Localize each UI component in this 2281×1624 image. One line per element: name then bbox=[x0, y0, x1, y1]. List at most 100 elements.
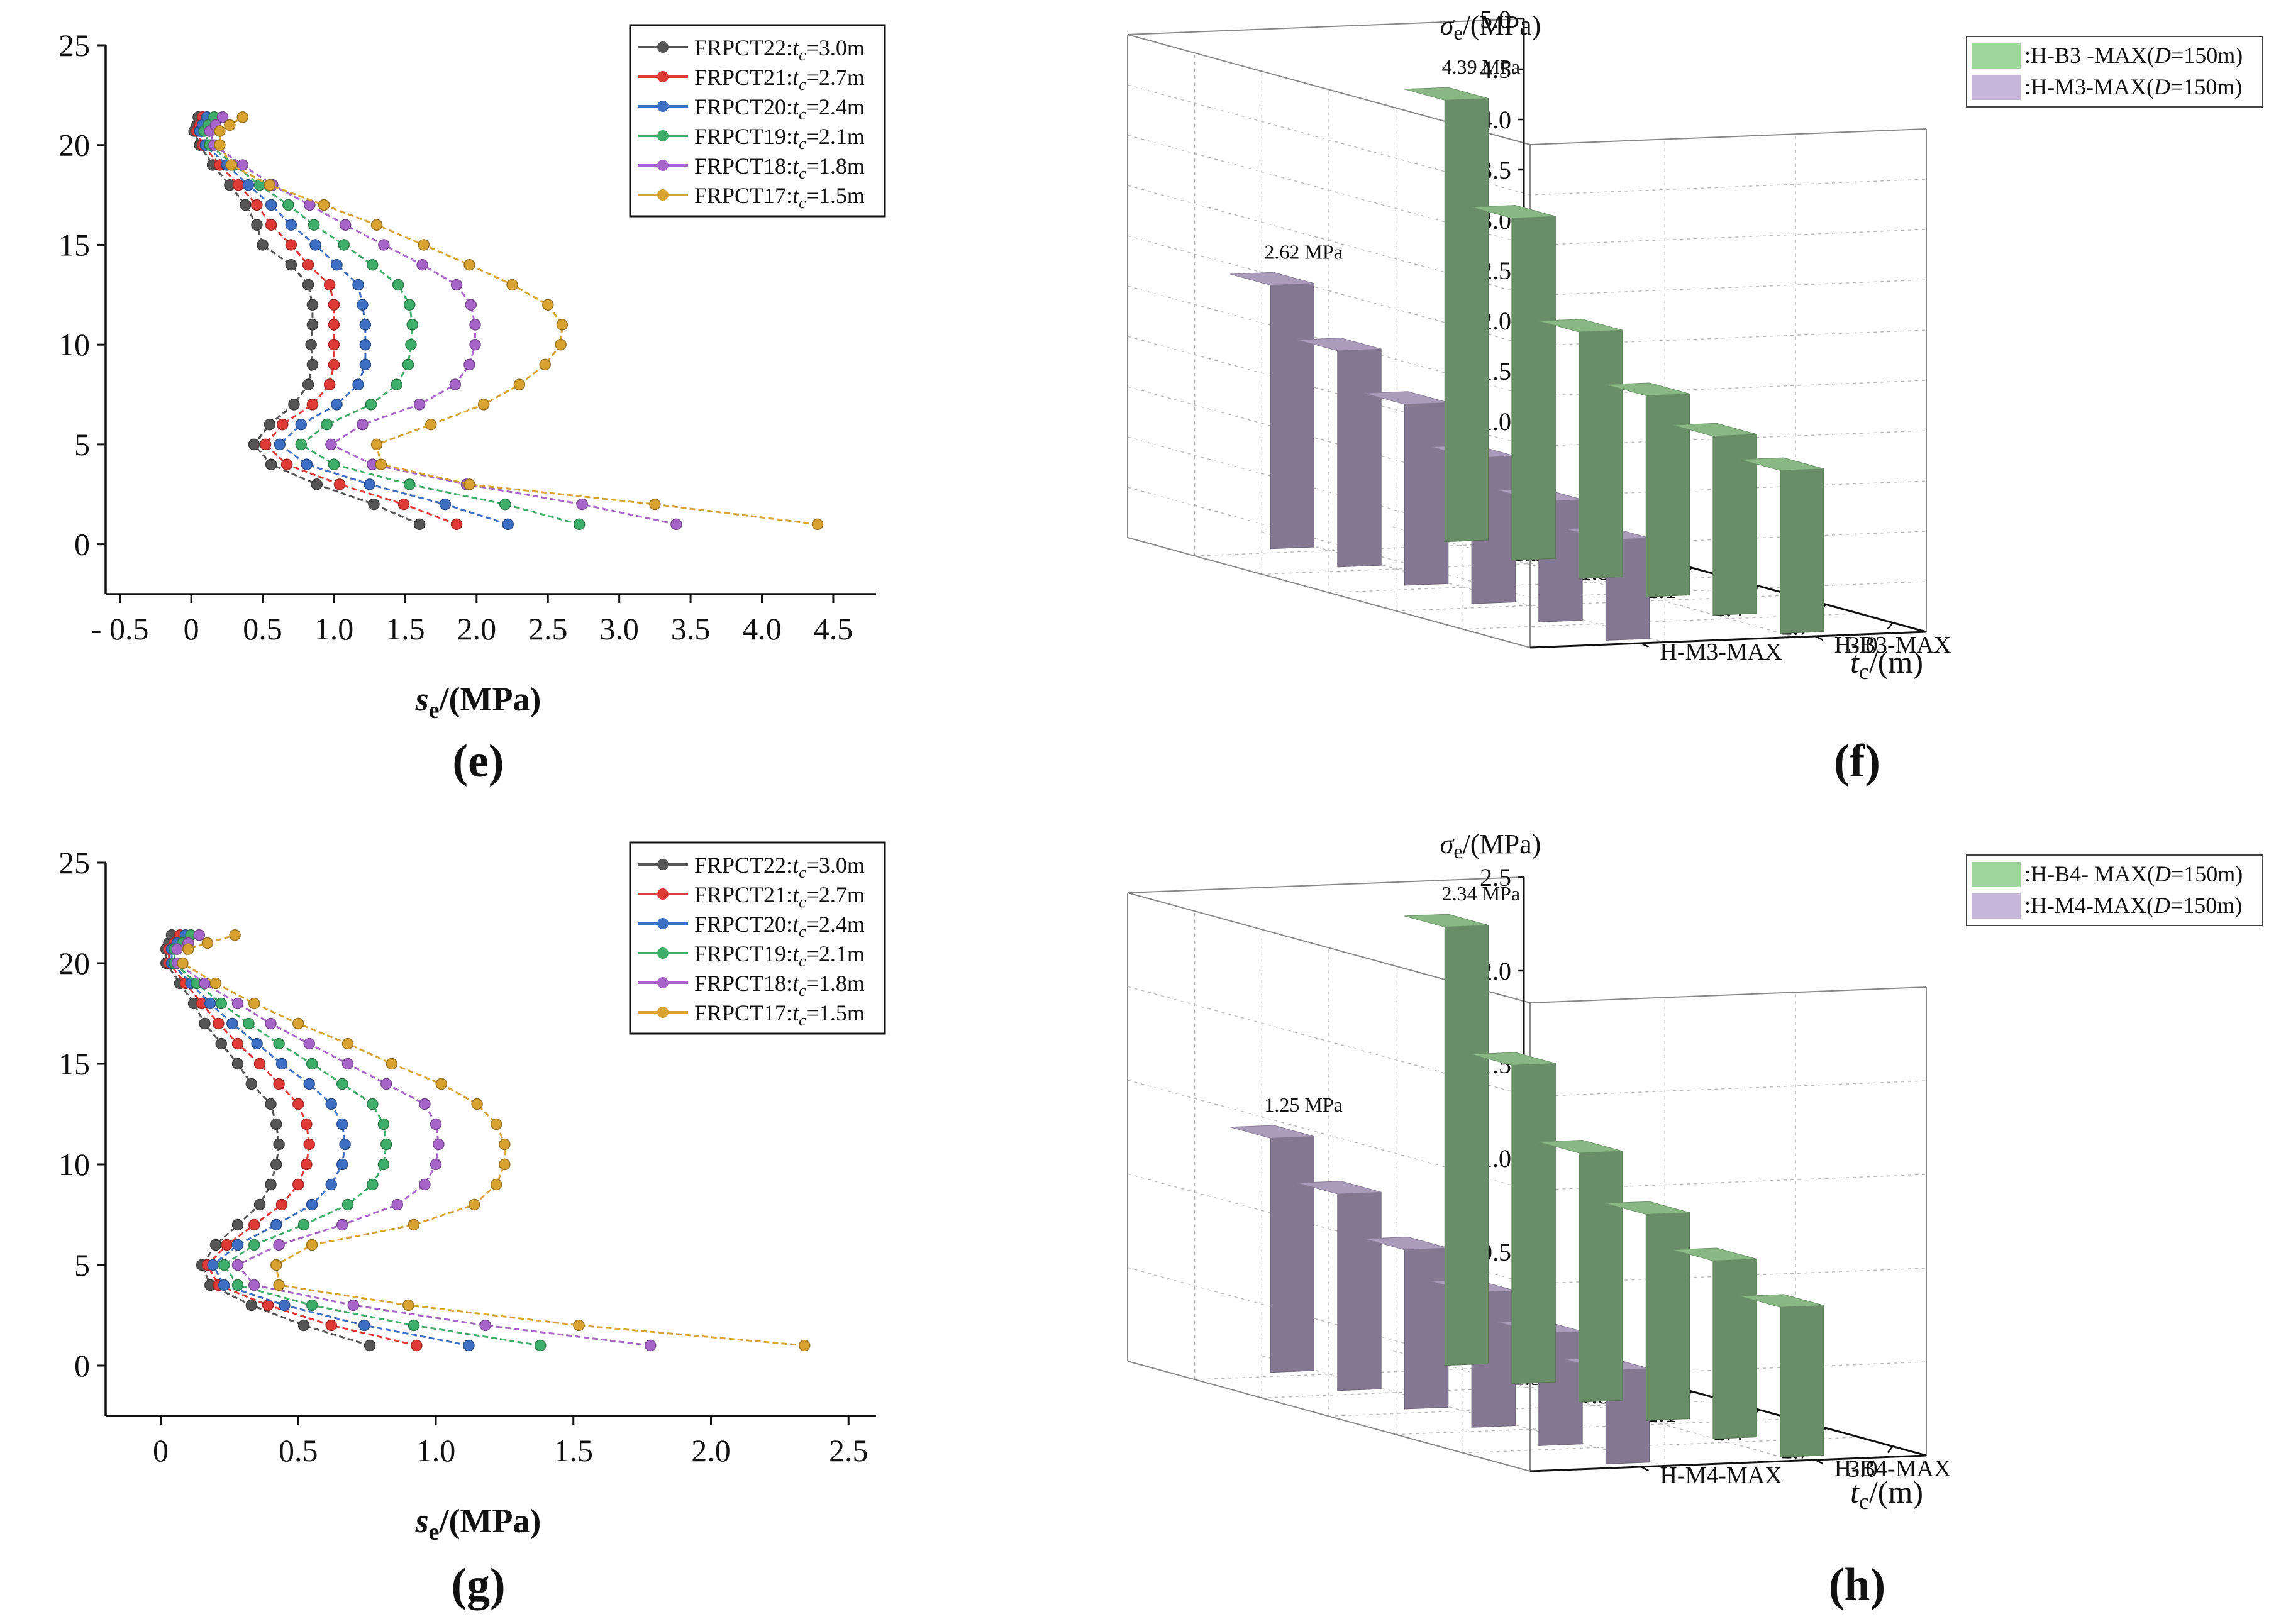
legend-symbol: t bbox=[792, 1000, 799, 1025]
data-point-FRPCT21 bbox=[275, 1198, 288, 1211]
data-point-FRPCT19 bbox=[218, 1259, 230, 1271]
x-axis-symbol: s bbox=[415, 1502, 429, 1540]
legend-series-name: FRPCT21: bbox=[694, 65, 792, 90]
legend-series-name: FRPCT18: bbox=[694, 971, 792, 996]
bar-side-face bbox=[1645, 393, 1690, 597]
floor-gridline bbox=[1262, 1355, 1665, 1467]
bar-top-face bbox=[1740, 1294, 1824, 1308]
bar-H-B4-MAX bbox=[1672, 1247, 1757, 1439]
legend-entry: FRPCT20:tc=2.4m bbox=[694, 912, 865, 941]
data-point-FRPCT18 bbox=[248, 1279, 260, 1291]
legend-entry: FRPCT17:tc=1.5m bbox=[694, 183, 865, 212]
x-axis-unit: /(MPa) bbox=[438, 680, 541, 718]
row-tick bbox=[1815, 635, 1824, 641]
data-point-FRPCT22 bbox=[305, 338, 317, 351]
data-point-FRPCT18 bbox=[416, 258, 428, 271]
data-point-FRPCT22 bbox=[297, 1319, 310, 1332]
data-point-FRPCT17 bbox=[292, 1017, 304, 1030]
data-point-FRPCT18 bbox=[265, 1017, 277, 1030]
data-point-FRPCT22 bbox=[265, 1178, 277, 1191]
data-point-FRPCT17 bbox=[573, 1319, 585, 1332]
y-tick-label: 20 bbox=[58, 946, 90, 981]
data-point-FRPCT22 bbox=[231, 1058, 244, 1070]
wall-gridline bbox=[1127, 892, 1927, 1003]
bar-side-face bbox=[1579, 329, 1623, 579]
data-point-FRPCT19 bbox=[243, 1017, 255, 1030]
x-axis-title: se/(MPa) bbox=[415, 1502, 541, 1545]
panel-label: (g) bbox=[451, 1559, 505, 1611]
data-point-FRPCT22 bbox=[270, 1158, 282, 1171]
data-point-FRPCT22 bbox=[245, 1299, 258, 1312]
legend-value: =1.5m bbox=[806, 1000, 865, 1025]
legend-subscript: c bbox=[799, 893, 806, 911]
row-label: H-M3-MAX bbox=[1660, 639, 1782, 665]
y-axis-line bbox=[1529, 631, 1927, 649]
data-point-FRPCT18 bbox=[645, 1339, 657, 1352]
data-point-FRPCT21 bbox=[411, 1339, 423, 1352]
data-point-FRPCT19 bbox=[282, 199, 294, 211]
panel-e: - 0.5 0 0.5 1.0 1.5 2.0 2.5 3.0 3.5 4.0 4.5 0 5 10 15 2… bbox=[58, 24, 886, 787]
x-axis-subscript: e bbox=[429, 697, 440, 724]
bar-side-face bbox=[1511, 1063, 1556, 1384]
data-point-FRPCT19 bbox=[408, 1319, 420, 1332]
data-point-FRPCT20 bbox=[359, 319, 372, 331]
z-axis-subscript: e bbox=[1453, 840, 1462, 863]
data-point-FRPCT19 bbox=[391, 378, 403, 390]
data-point-FRPCT22 bbox=[265, 1098, 277, 1110]
data-point-FRPCT19 bbox=[336, 1078, 348, 1090]
box-edge bbox=[1127, 18, 1927, 146]
data-point-FRPCT19 bbox=[306, 1058, 318, 1070]
data-point-FRPCT19 bbox=[380, 1138, 392, 1151]
data-point-FRPCT18 bbox=[430, 1118, 442, 1130]
bar-side-face bbox=[1404, 1247, 1449, 1410]
data-point-FRPCT18 bbox=[273, 1239, 285, 1251]
data-point-FRPCT20 bbox=[357, 299, 369, 311]
z-axis-subscript: e bbox=[1453, 21, 1462, 44]
panel-label: (h) bbox=[1829, 1559, 1885, 1611]
data-point-FRPCT21 bbox=[397, 498, 410, 511]
legend-entry: FRPCT19:tc=2.1m bbox=[694, 941, 865, 970]
y-tick-label: 0 bbox=[74, 1348, 90, 1383]
data-point-FRPCT22 bbox=[199, 1017, 211, 1030]
legend-symbol: D bbox=[2153, 74, 2170, 99]
series-line-FRPCT17 bbox=[181, 934, 805, 1347]
data-point-FRPCT18 bbox=[347, 1299, 359, 1312]
legend-value: =2.1m bbox=[806, 941, 865, 966]
bar-H-B4-MAX bbox=[1404, 914, 1489, 1366]
data-point-FRPCT21 bbox=[302, 258, 314, 271]
y-tick-label: 5 bbox=[74, 1247, 90, 1283]
data-point-FRPCT20 bbox=[352, 279, 364, 291]
data-point-FRPCT20 bbox=[207, 1259, 219, 1271]
legend-subscript: c bbox=[799, 164, 806, 182]
data-point-FRPCT19 bbox=[328, 458, 340, 470]
bar-H-M3-MAX bbox=[1364, 391, 1449, 586]
data-point-FRPCT17 bbox=[491, 1118, 502, 1130]
data-point-FRPCT21 bbox=[323, 279, 336, 291]
data-point-FRPCT17 bbox=[214, 125, 226, 137]
data-point-FRPCT22 bbox=[245, 1078, 258, 1090]
data-point-FRPCT18 bbox=[357, 418, 369, 431]
data-point-FRPCT21 bbox=[213, 1017, 225, 1030]
data-point-FRPCT17 bbox=[418, 239, 430, 251]
data-point-FRPCT19 bbox=[535, 1339, 547, 1352]
legend-series-name: :H-B3 -MAX( bbox=[2024, 43, 2155, 68]
data-point-FRPCT20 bbox=[285, 219, 297, 231]
z-axis-title: σe/(MPa) bbox=[1440, 829, 1541, 863]
data-point-FRPCT18 bbox=[231, 997, 244, 1010]
legend-swatch-marker bbox=[657, 977, 669, 988]
legend-subscript: c bbox=[799, 952, 806, 970]
data-point-FRPCT19 bbox=[573, 518, 586, 531]
x-axis-unit: /(MPa) bbox=[438, 1502, 541, 1540]
bar-side-face bbox=[1444, 925, 1489, 1366]
legend-entry: FRPCT18:tc=1.8m bbox=[694, 971, 865, 1000]
legend-series-name: FRPCT20: bbox=[694, 912, 792, 937]
data-point-FRPCT18 bbox=[419, 1098, 431, 1110]
data-point-FRPCT17 bbox=[541, 299, 554, 311]
legend-swatch-marker bbox=[657, 859, 669, 870]
data-point-FRPCT22 bbox=[368, 498, 380, 511]
bar-top-face bbox=[1364, 1236, 1448, 1251]
x-tick-label: 2.0 bbox=[691, 1433, 731, 1468]
data-point-FRPCT20 bbox=[301, 458, 313, 470]
data-point-FRPCT19 bbox=[248, 1239, 260, 1251]
x-tick-label: 1.0 bbox=[314, 611, 354, 646]
